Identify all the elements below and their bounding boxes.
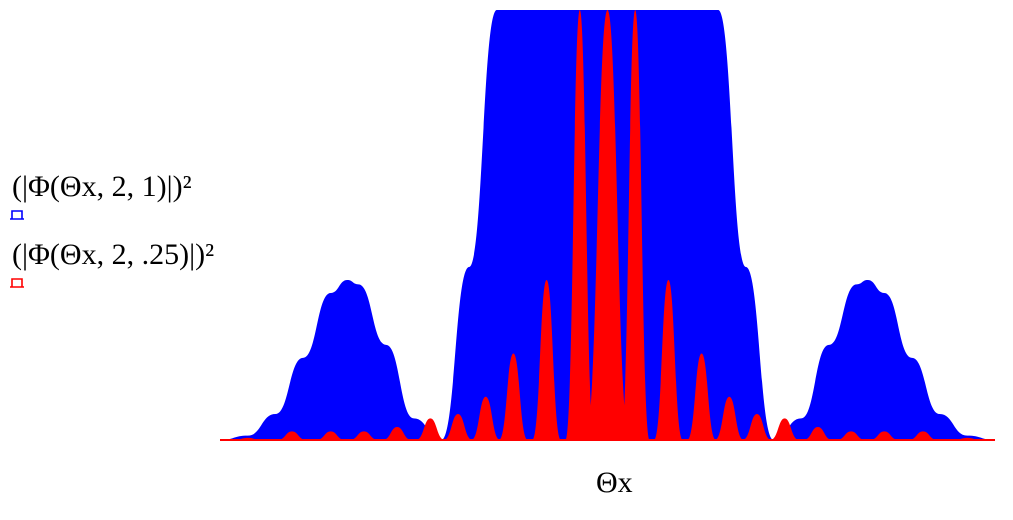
y-axis-label-series-2: (|Φ(Θx, 2, .25)|)² xyxy=(12,238,215,271)
legend-marker-blue xyxy=(10,208,24,220)
x-axis-label: Θx xyxy=(596,466,633,499)
y-axis-label-series-1: (|Φ(Θx, 2, 1)|)² xyxy=(12,170,192,203)
legend-marker-red xyxy=(10,276,24,288)
series-red-area xyxy=(220,10,995,440)
